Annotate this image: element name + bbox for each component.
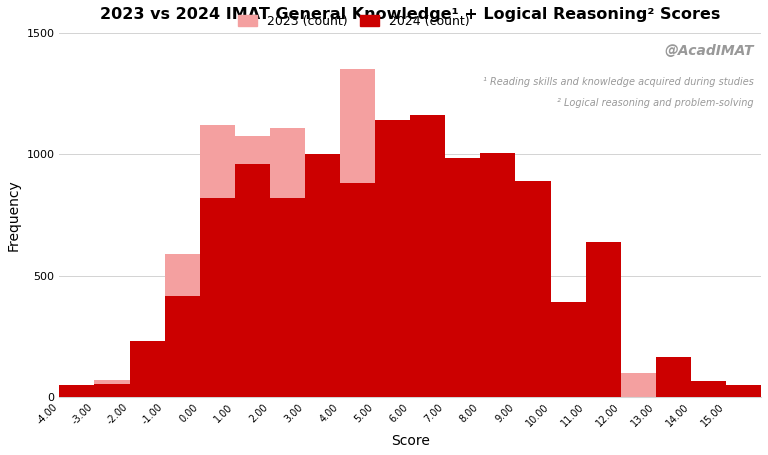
- Y-axis label: Frequency: Frequency: [7, 179, 21, 251]
- Text: ² Logical reasoning and problem-solving: ² Logical reasoning and problem-solving: [558, 98, 754, 108]
- Bar: [586, 242, 621, 397]
- Bar: [375, 171, 410, 397]
- Bar: [270, 198, 305, 397]
- Bar: [445, 203, 480, 397]
- Bar: [200, 125, 235, 397]
- Title: 2023 vs 2024 IMAT General Knowledge¹ + Logical Reasoning² Scores: 2023 vs 2024 IMAT General Knowledge¹ + L…: [100, 7, 720, 22]
- Bar: [340, 69, 375, 397]
- Bar: [235, 136, 270, 397]
- Bar: [59, 390, 94, 397]
- Bar: [551, 319, 586, 397]
- Bar: [94, 384, 130, 397]
- Bar: [515, 181, 551, 397]
- Bar: [164, 296, 200, 397]
- Text: @AcadIMAT: @AcadIMAT: [664, 44, 754, 58]
- Bar: [130, 341, 164, 397]
- Bar: [340, 183, 375, 397]
- Bar: [515, 239, 551, 397]
- X-axis label: Score: Score: [391, 434, 429, 448]
- Bar: [270, 127, 305, 397]
- Bar: [726, 396, 761, 397]
- Bar: [59, 385, 94, 397]
- Bar: [130, 341, 164, 397]
- Bar: [551, 302, 586, 397]
- Bar: [586, 322, 621, 397]
- Bar: [621, 373, 656, 397]
- Bar: [691, 381, 726, 397]
- Bar: [410, 116, 445, 397]
- Bar: [656, 357, 691, 397]
- Bar: [726, 385, 761, 397]
- Bar: [410, 174, 445, 397]
- Bar: [480, 244, 515, 397]
- Bar: [691, 392, 726, 397]
- Bar: [305, 203, 340, 397]
- Bar: [375, 120, 410, 397]
- Bar: [235, 164, 270, 397]
- Bar: [305, 154, 340, 397]
- Bar: [200, 198, 235, 397]
- Bar: [94, 380, 130, 397]
- Bar: [445, 158, 480, 397]
- Bar: [656, 370, 691, 397]
- Legend: 2023 (count), 2024 (count): 2023 (count), 2024 (count): [233, 10, 475, 33]
- Text: ¹ Reading skills and knowledge acquired during studies: ¹ Reading skills and knowledge acquired …: [483, 76, 754, 86]
- Bar: [164, 254, 200, 397]
- Bar: [480, 153, 515, 397]
